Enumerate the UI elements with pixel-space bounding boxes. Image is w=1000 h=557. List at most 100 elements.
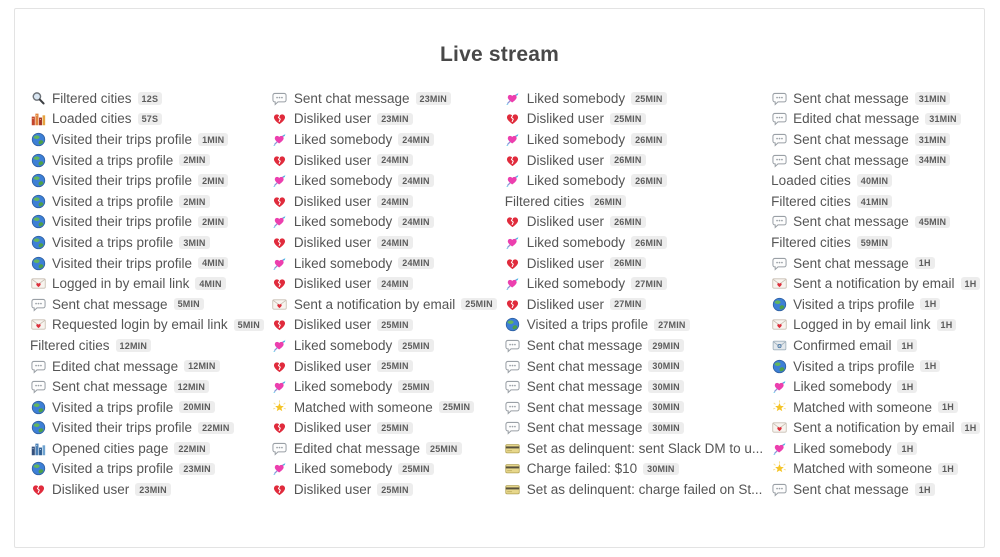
event-label: Liked somebody (293, 461, 393, 477)
activity-row: Liked somebody 25min (272, 459, 497, 480)
activity-row: Liked somebody 24min (272, 129, 497, 150)
event-time-badge: 25min (377, 359, 413, 373)
event-label: Disliked user (52, 482, 130, 498)
event-label: Opened cities page (52, 440, 169, 456)
event-time-badge: 25min (610, 112, 646, 126)
event-label: Liked somebody (526, 131, 626, 147)
event-label: Sent a notification by email (793, 420, 955, 436)
event-label: Edited chat message (52, 358, 179, 374)
credit-card-icon (505, 461, 521, 477)
heart-arrow-icon (272, 214, 288, 230)
activity-column: Filtered cities 12s Loaded cities 57s Vi… (30, 88, 264, 500)
event-time-badge: 1h (920, 297, 941, 311)
event-label: Disliked user (293, 276, 372, 292)
activity-row: Edited chat message 12min (30, 356, 264, 377)
event-time-badge: 30min (643, 462, 679, 476)
event-label: Edited chat message (293, 440, 420, 456)
activity-row: Sent chat message 5min (30, 294, 264, 315)
heart-arrow-icon (505, 131, 521, 147)
globe-icon (30, 173, 46, 189)
event-label: Logged in by email link (52, 276, 190, 292)
activity-row: Disliked user 25min (505, 109, 763, 130)
love-letter-icon (771, 317, 787, 333)
activity-row: Logged in by email link 4min (30, 273, 264, 294)
heart-arrow-icon (272, 131, 288, 147)
email-icon (771, 337, 787, 353)
activity-column: Sent chat message 23min Disliked user 23… (272, 88, 497, 500)
event-time-badge: 1h (897, 380, 918, 393)
love-letter-icon (771, 276, 787, 292)
event-time-badge: 1min (198, 133, 229, 146)
activity-row: Liked somebody 1h (771, 376, 980, 397)
event-time-badge: 45min (914, 215, 951, 229)
speech-bubble-icon (771, 255, 787, 271)
activity-column: Sent chat message 31min Edited chat mess… (771, 88, 981, 500)
event-label: Sent chat message (526, 379, 643, 395)
speech-bubble-icon (505, 337, 521, 353)
activity-row: Visited a trips profile 1h (771, 294, 980, 315)
event-label: Disliked user (293, 193, 372, 209)
event-time-badge: 27min (610, 297, 646, 311)
event-time-badge: 30min (648, 359, 684, 373)
event-time-badge: 30min (648, 421, 684, 435)
event-time-badge: 3min (179, 236, 210, 249)
globe-icon (30, 255, 46, 271)
activity-row: Set as delinquent: charge failed on St..… (505, 479, 763, 500)
event-label: Visited their trips profile (52, 214, 193, 230)
event-label: Set as delinquent: charge failed on St..… (526, 482, 763, 498)
event-time-badge: 31min (925, 112, 961, 126)
event-label: Liked somebody (293, 214, 393, 230)
event-label: Liked somebody (526, 173, 626, 189)
event-time-badge: 12min (184, 359, 220, 373)
event-label: Charge failed: $10 (526, 461, 638, 477)
broken-heart-icon (272, 193, 288, 209)
activity-row: Visited a trips profile 23min (30, 459, 264, 480)
activity-row: Matched with someone 1h (771, 397, 980, 418)
activity-row: Liked somebody 25min (272, 335, 497, 356)
event-label: Sent chat message (793, 90, 909, 106)
event-time-badge: 25min (398, 462, 434, 476)
event-time-badge: 25min (631, 92, 667, 105)
event-time-badge: 26min (631, 133, 667, 146)
heart-arrow-icon (272, 461, 288, 477)
event-time-badge: 31min (914, 133, 951, 146)
activity-row: Liked somebody 24min (272, 212, 497, 233)
activity-row: Visited their trips profile 1min (30, 129, 264, 150)
speech-bubble-icon (30, 379, 46, 395)
activity-row: Filtered cities 26min (505, 191, 763, 212)
activity-row: Disliked user 26min (505, 150, 763, 171)
event-time-badge: 1h (936, 318, 957, 332)
event-time-badge: 2min (198, 174, 229, 187)
speech-bubble-icon (272, 440, 288, 456)
broken-heart-icon (505, 214, 521, 230)
event-time-badge: 31min (914, 92, 951, 105)
broken-heart-icon (505, 111, 521, 127)
heart-arrow-icon (272, 173, 288, 189)
event-time-badge: 1h (938, 400, 958, 414)
event-time-badge: 25min (426, 442, 462, 455)
heart-arrow-icon (771, 440, 787, 456)
heart-arrow-icon (505, 234, 521, 250)
activity-row: Loaded cities 57s (30, 109, 264, 130)
event-label: Sent chat message (793, 131, 909, 147)
activity-row: Sent chat message 1h (771, 253, 980, 274)
event-time-badge: 12min (115, 339, 152, 352)
event-time-badge: 25min (377, 483, 413, 496)
activity-row: Edited chat message 31min (771, 109, 980, 130)
love-letter-icon (30, 276, 46, 292)
globe-icon (30, 214, 46, 230)
event-time-badge: 27min (631, 277, 667, 290)
event-label: Liked somebody (526, 234, 626, 250)
event-time-badge: 25min (438, 400, 475, 414)
activity-row: Liked somebody 26min (505, 129, 763, 150)
activity-column: Liked somebody 25min Disliked user 25min… (505, 88, 763, 500)
event-time-badge: 26min (610, 153, 646, 167)
event-label: Visited a trips profile (52, 234, 174, 250)
event-time-badge: 22min (198, 421, 234, 435)
activity-row: Confirmed email 1h (771, 335, 980, 356)
event-time-badge: 25min (398, 380, 434, 393)
event-time-badge: 23min (179, 462, 215, 476)
activity-row: Opened cities page 22min (30, 438, 264, 459)
event-time-badge: 25min (461, 297, 497, 311)
event-label: Sent chat message (526, 399, 643, 415)
